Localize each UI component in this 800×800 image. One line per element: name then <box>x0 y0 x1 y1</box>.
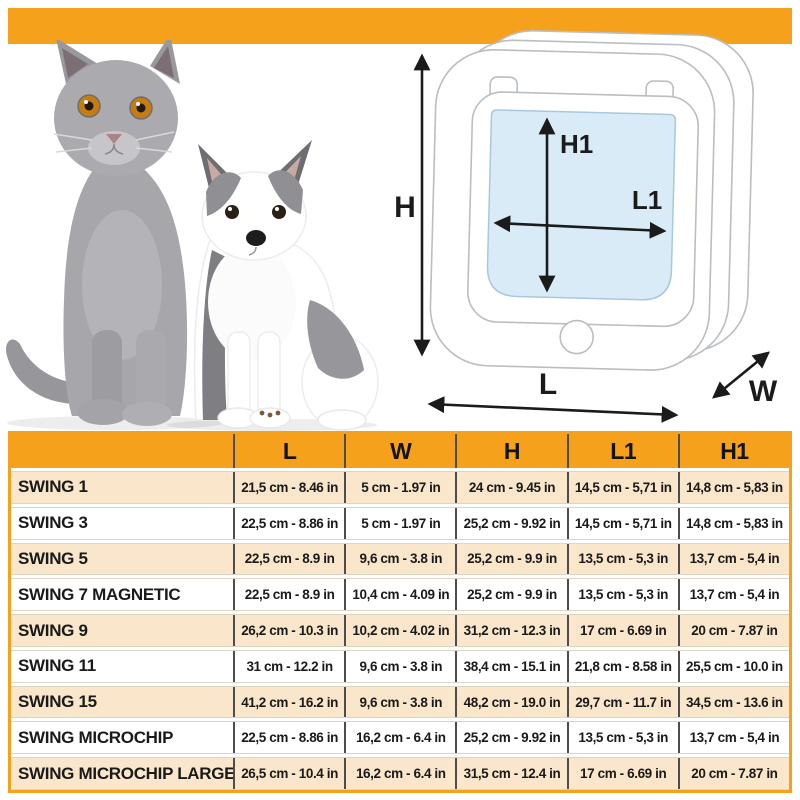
row-value-h: 25,2 cm - 9.9 in <box>455 579 566 611</box>
row-label: SWING MICROCHIP LARGE <box>18 763 236 783</box>
row-value-h: 48,2 cm - 19.0 in <box>455 686 566 718</box>
row-value-l1: 17 cm - 6.69 in <box>566 615 678 646</box>
header-l: L <box>233 434 344 468</box>
row-value-h: 25,2 cm - 9.9 in <box>455 543 566 575</box>
row-value-w: 16,2 cm - 6.4 in <box>344 722 455 754</box>
row-value-h1: 14,8 cm - 5,83 in <box>677 507 789 539</box>
row-value-h1: 34,5 cm - 13.6 in <box>677 686 789 718</box>
row-value-l: 22,5 cm - 8.9 in <box>233 579 344 611</box>
dimensions-table: L W H L1 H1 SWING 1 21,5 cm - 8.46 in 5 … <box>8 431 792 793</box>
table-row: SWING 7 MAGNETIC 22,5 cm - 8.9 in 10,4 c… <box>11 578 789 612</box>
row-value-w: 5 cm - 1.97 in <box>344 472 455 503</box>
row-value-w: 16,2 cm - 6.4 in <box>344 758 455 790</box>
h-label: H <box>394 191 416 224</box>
table-row: SWING 15 41,2 cm - 16.2 in 9,6 cm - 3.8 … <box>11 685 789 719</box>
row-value-h: 25,2 cm - 9.92 in <box>455 722 566 754</box>
h1-label: H1 <box>560 129 593 159</box>
row-value-l1: 14,5 cm - 5,71 in <box>566 507 678 539</box>
pet-door <box>429 30 754 371</box>
row-value-l: 41,2 cm - 16.2 in <box>233 686 344 718</box>
row-value-w: 9,6 cm - 3.8 in <box>344 686 455 718</box>
door-flap <box>486 109 677 301</box>
header-l1: L1 <box>566 434 678 468</box>
row-value-l: 22,5 cm - 8.9 in <box>233 543 344 575</box>
row-value-l1: 29,7 cm - 11.7 in <box>566 686 678 718</box>
row-value-l1: 17 cm - 6.69 in <box>566 758 678 790</box>
pets-photo <box>6 40 379 431</box>
l1-label: L1 <box>632 185 662 215</box>
row-value-l: 22,5 cm - 8.86 in <box>233 507 344 539</box>
row-value-l: 26,2 cm - 10.3 in <box>233 615 344 646</box>
row-value-l1: 21,8 cm - 8.58 in <box>566 650 678 682</box>
row-value-h1: 20 cm - 7.87 in <box>677 615 789 646</box>
row-value-l1: 13,5 cm - 5,3 in <box>566 543 678 575</box>
row-value-w: 9,6 cm - 3.8 in <box>344 650 455 682</box>
row-value-h: 24 cm - 9.45 in <box>455 472 566 503</box>
row-value-w: 5 cm - 1.97 in <box>344 507 455 539</box>
table-row: SWING 9 26,2 cm - 10.3 in 10,2 cm - 4.02… <box>11 614 789 647</box>
row-value-l: 31 cm - 12.2 in <box>233 650 344 682</box>
table-row: SWING MICROCHIP LARGE 26,5 cm - 10.4 in … <box>11 757 789 791</box>
row-label: SWING 5 <box>18 548 88 568</box>
row-value-l1: 13,5 cm - 5,3 in <box>566 722 678 754</box>
row-value-h: 38,4 cm - 15.1 in <box>455 650 566 682</box>
header-h: H <box>455 434 566 468</box>
row-label: SWING 7 MAGNETIC <box>18 584 181 604</box>
row-value-h: 25,2 cm - 9.92 in <box>455 507 566 539</box>
row-label: SWING 1 <box>18 477 88 497</box>
row-label: SWING 3 <box>18 513 88 533</box>
row-value-h: 31,5 cm - 12.4 in <box>455 758 566 790</box>
dog-illustration <box>193 140 379 431</box>
row-label: SWING 11 <box>18 656 96 676</box>
header-h1: H1 <box>677 434 789 468</box>
lock-knob <box>559 319 594 355</box>
row-value-w: 9,6 cm - 3.8 in <box>344 543 455 575</box>
l1-arrow <box>493 215 667 239</box>
dog-eye <box>225 205 239 219</box>
l-label: L <box>539 368 557 401</box>
row-value-w: 10,2 cm - 4.02 in <box>344 615 455 646</box>
row-value-l1: 13,5 cm - 5,3 in <box>566 579 678 611</box>
row-value-l: 22,5 cm - 8.86 in <box>233 722 344 754</box>
table-row: SWING 1 21,5 cm - 8.46 in 5 cm - 1.97 in… <box>11 471 789 504</box>
row-value-h1: 25,5 cm - 10.0 in <box>677 650 789 682</box>
table-row: SWING MICROCHIP 22,5 cm - 8.86 in 16,2 c… <box>11 721 789 755</box>
cat-nose <box>106 134 122 144</box>
row-value-h: 31,2 cm - 12.3 in <box>455 615 566 646</box>
row-value-h1: 13,7 cm - 5,4 in <box>677 543 789 575</box>
w-arrow <box>712 351 770 399</box>
row-label: SWING 9 <box>18 620 88 640</box>
dimension-arrows <box>413 53 770 423</box>
cat-head <box>54 60 178 176</box>
cat-illustration <box>6 40 188 426</box>
row-value-l1: 14,5 cm - 5,71 in <box>566 472 678 503</box>
table-row: SWING 11 31 cm - 12.2 in 9,6 cm - 3.8 in… <box>11 649 789 683</box>
l-arrow <box>427 396 679 423</box>
header-product-cell <box>11 434 233 468</box>
row-value-w: 10,4 cm - 4.09 in <box>344 579 455 611</box>
door-dimension-diagram: H H1 L1 L W <box>394 30 778 423</box>
row-value-l: 26,5 cm - 10.4 in <box>233 758 344 790</box>
header-w: W <box>344 434 455 468</box>
table-header-row: L W H L1 H1 <box>11 434 789 468</box>
dog-nose <box>246 230 266 246</box>
w-label: W <box>749 375 778 408</box>
row-label: SWING 15 <box>18 692 97 712</box>
row-value-l: 21,5 cm - 8.46 in <box>233 472 344 503</box>
dog-eye <box>272 205 286 219</box>
row-value-h1: 14,8 cm - 5,83 in <box>677 472 789 503</box>
row-value-h1: 20 cm - 7.87 in <box>677 758 789 790</box>
cat-whiskers <box>53 131 175 153</box>
row-value-h1: 13,7 cm - 5,4 in <box>677 579 789 611</box>
row-value-h1: 13,7 cm - 5,4 in <box>677 722 789 754</box>
row-label: SWING MICROCHIP <box>18 727 174 747</box>
table-row: SWING 3 22,5 cm - 8.86 in 5 cm - 1.97 in… <box>11 506 789 540</box>
table-row: SWING 5 22,5 cm - 8.9 in 9,6 cm - 3.8 in… <box>11 542 789 576</box>
